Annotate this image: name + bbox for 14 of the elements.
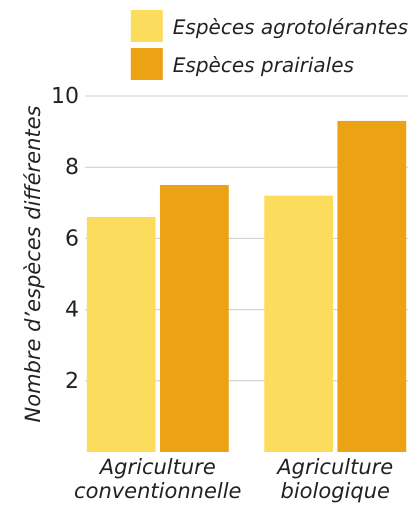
y-tick-label: 6 [65, 226, 79, 252]
y-tick-label: 4 [65, 298, 79, 323]
bar [160, 185, 229, 452]
y-axis-title: Nombre d’espèces différentes [21, 105, 45, 422]
y-tick-label: 2 [65, 368, 79, 394]
x-tick-label: Agriculture conventionnelle [74, 455, 242, 503]
bar [264, 196, 334, 452]
legend-label: Espèces prairiales [172, 53, 354, 77]
bar [337, 120, 406, 452]
y-tick-label: 8 [65, 155, 79, 180]
legend-label: Espèces agrotolérantes [172, 15, 408, 39]
x-tick-label: Agriculture biologique [275, 455, 394, 503]
y-tick-label: 10 [51, 84, 79, 110]
bar [86, 217, 156, 452]
